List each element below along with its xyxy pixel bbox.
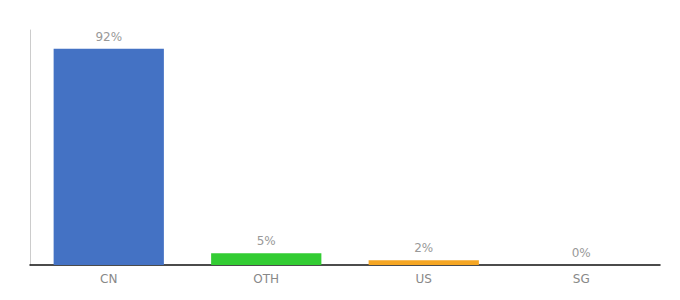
- svg-text:0%: 0%: [572, 246, 591, 260]
- svg-text:US: US: [416, 272, 432, 286]
- svg-text:SG: SG: [573, 272, 590, 286]
- svg-text:CN: CN: [100, 272, 117, 286]
- svg-text:5%: 5%: [257, 234, 276, 248]
- svg-text:OTH: OTH: [253, 272, 279, 286]
- svg-text:92%: 92%: [95, 30, 122, 44]
- svg-text:2%: 2%: [414, 241, 433, 255]
